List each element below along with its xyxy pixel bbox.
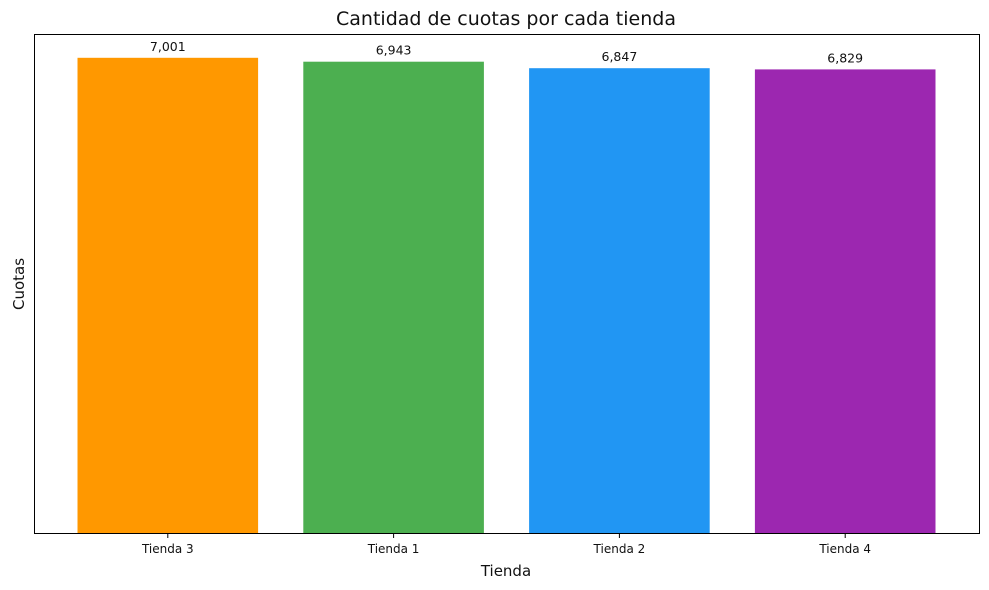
x-tick-label-tienda-4: Tienda 4	[818, 542, 871, 556]
bar-tienda-2	[529, 68, 710, 533]
chart-title: Cantidad de cuotas por cada tienda	[336, 8, 676, 30]
x-axis-label: Tienda	[480, 562, 531, 580]
data-label-tienda-3: 7,001	[150, 39, 186, 54]
bar-tienda-4	[755, 69, 936, 533]
data-label-tienda-2: 6,847	[602, 49, 638, 64]
y-axis-label: Cuotas	[10, 258, 28, 310]
x-axis-ticks-group: Tienda 3 Tienda 1 Tienda 2 Tienda 4	[141, 533, 871, 556]
data-label-tienda-4: 6,829	[827, 50, 863, 65]
bars-group	[78, 58, 936, 533]
x-tick-label-tienda-2: Tienda 2	[593, 542, 646, 556]
bar-tienda-1	[303, 62, 484, 533]
data-label-tienda-1: 6,943	[376, 43, 412, 58]
x-tick-label-tienda-1: Tienda 1	[367, 542, 420, 556]
x-tick-label-tienda-3: Tienda 3	[141, 542, 194, 556]
bar-tienda-3	[78, 58, 259, 533]
